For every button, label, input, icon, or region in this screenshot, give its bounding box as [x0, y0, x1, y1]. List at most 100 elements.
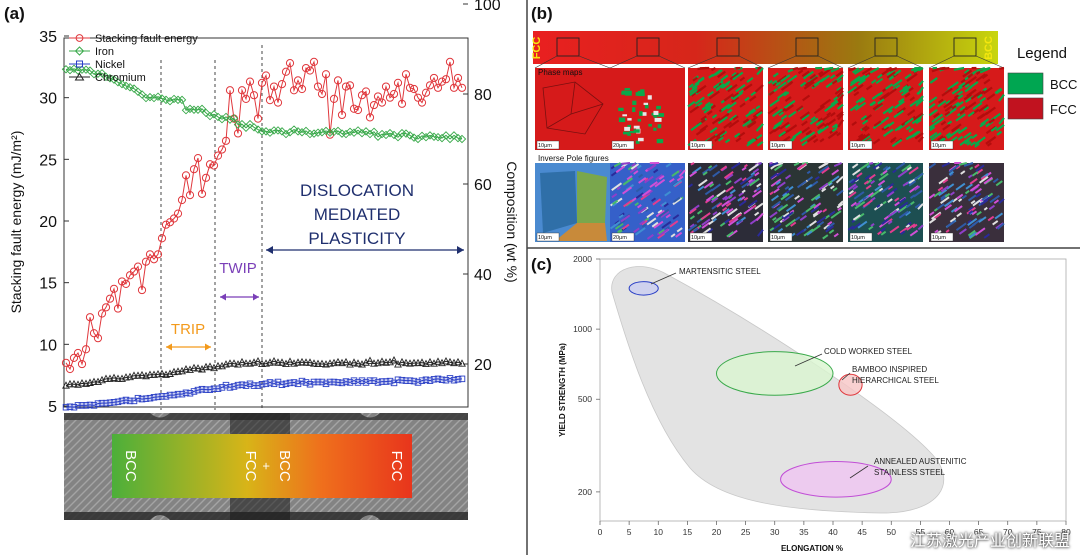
- left-tick-label-3: 20: [39, 214, 57, 231]
- phase-map-speck-10: [648, 124, 652, 127]
- ipf-map-3: 10μm: [768, 163, 843, 242]
- phase-map-5: 10μm: [929, 68, 1004, 150]
- label-annealed-1: ANNEALED AUSTENITIC: [874, 457, 967, 466]
- phase-map-speck-39: [658, 124, 662, 128]
- trip-arrow: [166, 344, 211, 351]
- phase-map-lath-90: [824, 68, 833, 69]
- ipf-grain-0: [540, 171, 577, 233]
- right-axis-label: Composition (wt %): [504, 161, 520, 282]
- ipf-lath-56: [621, 163, 630, 164]
- region-ellipse-0: [629, 282, 658, 296]
- left-tick-label-0: 5: [48, 399, 57, 416]
- gradient-label-fcc-left: FCC: [242, 451, 259, 482]
- c-xtick-label-3: 15: [683, 527, 693, 537]
- ipf-scale-bar-1: 20μm: [613, 235, 627, 241]
- left-tick-label-5: 30: [39, 91, 57, 108]
- annotation-dislocation-2: MEDIATED: [314, 205, 401, 224]
- phase-map-speck-8: [632, 107, 635, 112]
- annotation-dislocation-3: PLASTICITY: [308, 229, 405, 248]
- phase-map-lath-64: [697, 68, 706, 69]
- phase-scale-bar-2: 10μm: [691, 143, 705, 149]
- phase-maps-label: Phase maps: [538, 68, 582, 77]
- label-martensitic: MARTENSITIC STEEL: [679, 267, 761, 276]
- gradient-label-bcc-right: BCC: [276, 450, 293, 482]
- phase-map-speck-33: [638, 138, 644, 141]
- ipf-label: Inverse Pole figures: [538, 154, 609, 163]
- region-ellipse-3: [781, 462, 892, 498]
- phase-scale-bar-5: 10μm: [932, 143, 946, 149]
- series-sfe: [62, 58, 465, 372]
- phase-map-speck-34: [653, 111, 658, 115]
- phase-map-lath-70: [802, 68, 807, 69]
- legend-bcc-label: BCC: [1050, 77, 1077, 92]
- bar-label-fcc: FCC: [531, 37, 543, 60]
- ipf-map-5: 10μm: [929, 163, 1004, 242]
- phase-map-speck-14: [648, 95, 652, 99]
- phase-map-speck-38: [653, 128, 656, 131]
- c-ytick-label-1: 1000: [573, 324, 592, 334]
- series-line-sfe: [66, 62, 462, 369]
- panel-c-xlabel: ELONGATION %: [781, 544, 843, 553]
- ipf-map-2: 10μm: [688, 163, 763, 242]
- ipf-map-0: 10μm: [535, 163, 610, 242]
- c-ytick-label-2: 500: [578, 394, 592, 404]
- c-ytick-label-0: 2000: [573, 254, 592, 264]
- phase-map-bg-0: [535, 68, 610, 150]
- composition-gradient-bar: [533, 31, 998, 64]
- phase-map-speck-18: [618, 108, 623, 111]
- ipf-lath-57: [869, 163, 873, 164]
- c-xtick-label-6: 30: [770, 527, 780, 537]
- phase-scale-bar-3: 10μm: [771, 143, 785, 149]
- panel-a-label: (a): [4, 4, 25, 23]
- phase-map-speck-17: [634, 126, 640, 129]
- legend-bcc-swatch: [1008, 73, 1043, 94]
- c-xtick-label-0: 0: [598, 527, 603, 537]
- label-annealed-2: STAINLESS STEEL: [874, 468, 946, 477]
- ipf-grain-1: [577, 171, 607, 223]
- c-xtick-label-2: 10: [654, 527, 664, 537]
- legend-nickel-label: Nickel: [95, 59, 125, 71]
- ipf-scale-bar-2: 10μm: [691, 235, 705, 241]
- ipf-lath-77: [691, 163, 694, 165]
- phase-map-speck-29: [644, 103, 648, 105]
- panel-b-legend-title: Legend: [1017, 45, 1067, 62]
- c-xtick-label-4: 20: [712, 527, 722, 537]
- phase-map-lath-34: [999, 68, 1004, 69]
- phase-map-speck-25: [632, 101, 636, 105]
- phase-map-speck-30: [621, 92, 625, 95]
- left-axis-label: Stacking fault energy (mJ/m²): [8, 131, 24, 314]
- phase-map-speck-7: [627, 118, 631, 120]
- phase-scale-bar-4: 10μm: [851, 143, 865, 149]
- c-xtick-label-7: 35: [799, 527, 809, 537]
- ipf-lath-62: [769, 163, 772, 164]
- region-ellipse-1: [717, 352, 834, 396]
- watermark-text: 江苏激光产业创新联盟: [910, 527, 1070, 551]
- annotation-dislocation-1: DISLOCATION: [300, 181, 414, 200]
- left-tick-label-1: 10: [39, 337, 57, 354]
- phase-map-speck-32: [639, 111, 642, 116]
- phase-map-speck-31: [642, 112, 647, 116]
- right-tick-label-2: 60: [474, 177, 492, 194]
- panel-b-label: (b): [531, 4, 553, 23]
- c-xtick-label-10: 50: [887, 527, 897, 537]
- ipf-map-4: 10μm: [848, 163, 923, 242]
- phase-map-3: 10μm: [768, 68, 843, 150]
- phase-map-speck-19: [658, 113, 664, 117]
- phase-map-speck-21: [624, 127, 630, 131]
- ipf-map-1: 20μm: [610, 163, 685, 242]
- phase-map-0: 10μm: [535, 68, 610, 150]
- c-xtick-label-8: 40: [828, 527, 838, 537]
- phase-map-4: 10μm: [848, 68, 923, 150]
- c-xtick-label-9: 45: [857, 527, 867, 537]
- c-xtick-label-5: 25: [741, 527, 751, 537]
- phase-map-1: 20μm: [610, 68, 685, 150]
- right-tick-label-4: 100: [474, 0, 501, 14]
- series-nickel: [63, 376, 465, 410]
- bar-label-bcc: BCC: [983, 36, 995, 60]
- phase-map-speck-15: [657, 139, 663, 143]
- phase-map-2: 10μm: [688, 68, 763, 150]
